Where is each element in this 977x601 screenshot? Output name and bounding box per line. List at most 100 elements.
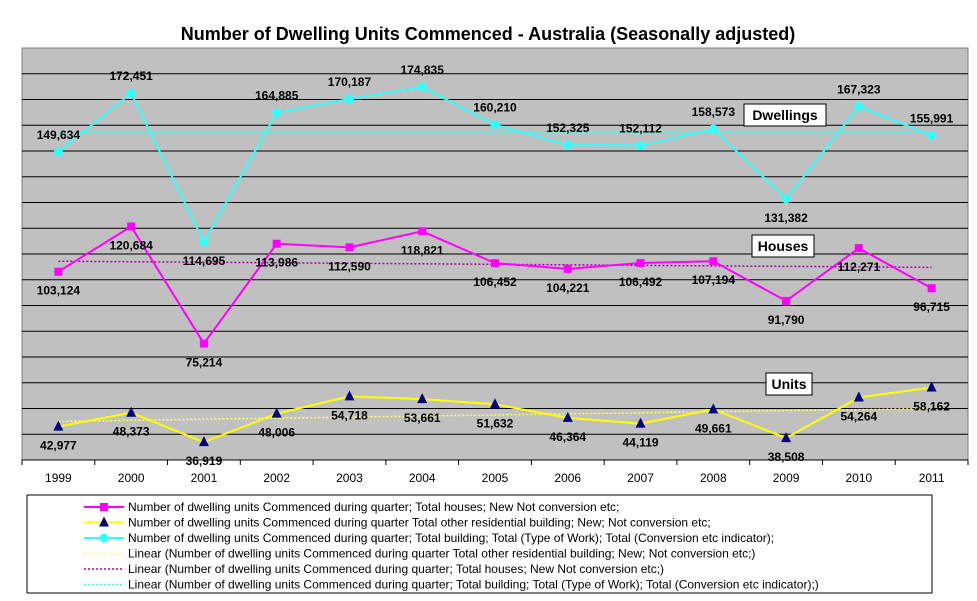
data-label-dwellings: 152,325 [546, 121, 590, 135]
data-label-units: 49,661 [695, 421, 732, 435]
data-label-dwellings: 172,451 [109, 69, 153, 83]
houses-point [491, 259, 499, 268]
group-label-dwellings-text: Dwellings [752, 107, 818, 123]
units-point [781, 432, 792, 443]
houses-point [127, 222, 136, 231]
data-labels: 103,124 120,684 75,214 113,986 112,590 118,82… [37, 63, 954, 468]
x-tick-label: 2006 [554, 471, 581, 485]
x-tick-label: 2009 [773, 471, 800, 485]
data-label-dwellings: 158,573 [692, 105, 736, 119]
data-label-dwellings: 155,991 [910, 112, 954, 126]
legend-items: Number of dwelling units Commenced durin… [84, 500, 819, 592]
houses-point [782, 296, 791, 305]
data-label-units: 38,508 [768, 450, 805, 464]
legend-entry-series-dwellings: Number of dwelling units Commenced durin… [84, 531, 774, 545]
dwellings-point [199, 237, 209, 247]
units-point [490, 398, 500, 409]
data-label-houses: 103,124 [37, 284, 81, 298]
dwellings-point [563, 140, 573, 150]
data-label-houses: 91,790 [768, 313, 805, 327]
dwellings-point [636, 141, 646, 151]
x-tick-label: 2008 [700, 471, 727, 485]
dwellings-point [417, 82, 427, 92]
legend-entry-series-houses: Number of dwelling units Commenced durin… [84, 500, 619, 514]
legend-label: Number of dwelling units Commenced durin… [128, 531, 774, 545]
gridlines [22, 73, 968, 435]
x-tick-label: 2010 [845, 471, 872, 485]
x-tick-label: 2001 [191, 471, 218, 485]
legend-entry-trend-houses: Linear (Number of dwelling units Commenc… [84, 562, 664, 576]
data-label-houses: 112,590 [328, 259, 371, 273]
data-label-dwellings: 149,634 [37, 128, 81, 142]
data-label-dwellings: 131,382 [764, 211, 808, 225]
data-label-units: 54,264 [840, 410, 877, 424]
units-point [708, 403, 719, 414]
data-label-units: 36,919 [186, 454, 223, 468]
data-label-houses: 104,221 [546, 281, 590, 295]
group-label-units-box [765, 372, 813, 396]
dwellings-point [781, 194, 791, 204]
data-label-units: 48,373 [113, 425, 150, 439]
data-label-houses: 96,715 [913, 300, 950, 314]
data-label-dwellings: 174,835 [401, 63, 445, 77]
data-label-units: 51,632 [477, 416, 514, 430]
dwellings-point [126, 88, 136, 98]
x-tick-label: 2003 [336, 471, 363, 485]
legend-swatch-marker [99, 516, 109, 527]
data-label-houses: 106,452 [473, 275, 517, 289]
x-tick-label: 2011 [919, 471, 945, 485]
dwellings-point [344, 94, 354, 104]
houses-point [272, 239, 281, 248]
data-label-houses: 75,214 [186, 356, 223, 370]
houses-point [854, 244, 863, 253]
dwellings-point [708, 124, 718, 134]
data-label-houses: 113,986 [255, 256, 298, 270]
dwellings-point [272, 108, 282, 118]
group-label-units: Units [765, 372, 813, 396]
group-label-houses: Houses [751, 234, 815, 258]
trendline-units [58, 407, 932, 423]
units-point [344, 390, 355, 401]
x-tick-label: 2007 [627, 471, 654, 485]
legend-label: Linear (Number of dwelling units Commenc… [128, 547, 755, 561]
x-axis-ticks: 1999 2000 2001 2002 2003 2004 2005 2006 2007 2008… [21, 460, 969, 485]
data-label-units: 58,162 [913, 399, 950, 413]
legend [26, 494, 933, 594]
series-markers [53, 82, 937, 447]
units-point [53, 420, 64, 431]
data-label-dwellings: 160,210 [473, 101, 517, 115]
houses-point [54, 267, 63, 276]
group-label-units-text: Units [772, 376, 807, 392]
data-label-houses: 112,271 [837, 260, 880, 274]
data-label-units: 54,718 [331, 408, 368, 422]
units-point [271, 407, 282, 418]
x-tick-label: 2005 [482, 471, 509, 485]
houses-point [345, 243, 354, 252]
dwellings-point [927, 131, 937, 141]
houses-point [563, 264, 572, 273]
legend-label: Linear (Number of dwelling units Commenc… [128, 578, 819, 592]
units-point [126, 406, 137, 417]
data-label-units: 53,661 [404, 411, 441, 425]
x-tick-label: 2004 [409, 471, 436, 485]
legend-swatch-marker [99, 533, 109, 543]
units-point [417, 393, 428, 404]
data-label-dwellings: 152,112 [619, 122, 662, 136]
legend-label: Number of dwelling units Commenced durin… [128, 500, 619, 514]
units-point [198, 436, 209, 447]
chart-title: Number of Dwelling Units Commenced - Aus… [181, 24, 795, 44]
dwellings-point [53, 147, 63, 157]
units-point [853, 391, 864, 402]
x-tick-label: 2000 [118, 471, 145, 485]
group-label-dwellings-box [743, 103, 827, 127]
data-label-dwellings: 167,323 [837, 82, 881, 96]
houses-point [927, 284, 936, 293]
legend-entry-trend-units: Linear (Number of dwelling units Commenc… [84, 547, 755, 561]
group-label-houses-box [751, 234, 815, 258]
data-label-houses: 118,821 [401, 243, 444, 257]
data-label-units: 48,006 [258, 426, 295, 440]
x-tick-label: 2002 [263, 471, 290, 485]
units-point [926, 381, 937, 392]
group-label-dwellings: Dwellings [743, 103, 827, 127]
